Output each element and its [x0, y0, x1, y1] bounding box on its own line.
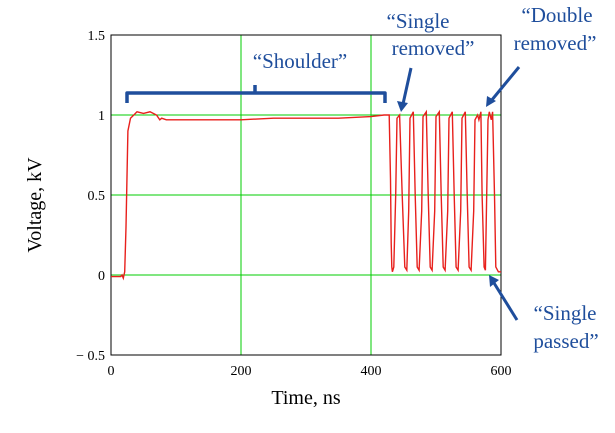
x-axis-title: Time, ns — [271, 387, 341, 409]
plot-frame — [110, 34, 502, 356]
voltage-trace-line — [111, 109, 501, 281]
y-tick-labels: 1.5 1 0.5 0 − 0.5 — [76, 29, 105, 364]
annotation-shoulder: “Shoulder” — [253, 49, 347, 73]
x-tick-labels: 0 200 400 600 — [108, 364, 512, 379]
single-passed-arrowhead — [489, 275, 499, 287]
double-removed-arrow — [489, 66, 521, 102]
annotation-single-passed-line1: “Single — [534, 301, 597, 325]
y-tick-label: − 0.5 — [76, 349, 105, 364]
grid — [111, 35, 501, 355]
annotation-double-removed-line2: removed” — [514, 31, 597, 55]
annotation-single-removed-line1: “Single — [387, 9, 450, 33]
x-tick-label: 400 — [361, 364, 382, 379]
arrow-heads — [397, 96, 499, 287]
annotation-single-passed-line2: passed” — [533, 329, 598, 353]
single-removed-arrow — [401, 67, 413, 105]
y-axis-title: Voltage, kV — [24, 157, 46, 253]
annotation-arrows — [401, 66, 521, 321]
double-removed-arrowhead — [486, 96, 496, 107]
x-tick-label: 0 — [108, 364, 115, 379]
annotation-double-removed-line1: “Double — [521, 3, 592, 27]
annotation-single-removed-line2: removed” — [392, 36, 475, 60]
single-passed-arrow — [492, 282, 519, 321]
y-tick-label: 1 — [98, 109, 105, 124]
y-tick-label: 0.5 — [88, 189, 106, 204]
single-removed-arrowhead — [397, 101, 408, 112]
y-tick-label: 1.5 — [88, 29, 106, 44]
x-tick-label: 200 — [231, 364, 252, 379]
y-tick-label: 0 — [98, 269, 105, 284]
shoulder-bracket — [125, 85, 387, 103]
x-tick-label: 600 — [491, 364, 512, 379]
